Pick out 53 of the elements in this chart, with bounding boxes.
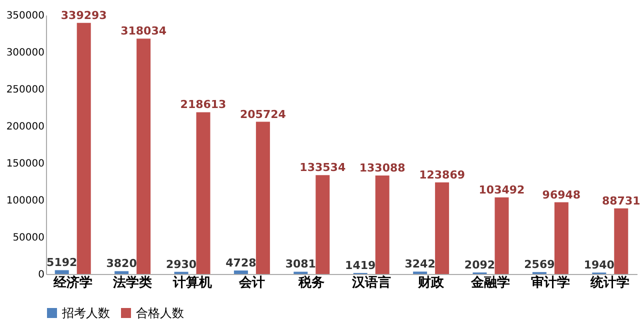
data-label: 2569 (524, 258, 555, 272)
data-label: 133088 (359, 162, 406, 175)
data-label: 96948 (542, 188, 581, 202)
bar (614, 208, 628, 274)
data-label: 5192 (46, 256, 78, 270)
bar (136, 38, 151, 274)
y-tick-label: 250000 (6, 84, 44, 96)
x-tick-label: 法学类 (112, 276, 152, 290)
data-label: 133534 (300, 161, 346, 174)
bar (234, 270, 248, 274)
x-tick-label: 会计 (238, 276, 265, 290)
data-label: 318034 (120, 24, 167, 38)
y-tick-label: 150000 (6, 158, 44, 170)
x-tick-label: 经济学 (52, 274, 92, 290)
data-label: 4728 (226, 256, 256, 270)
bar (554, 202, 568, 274)
bar (494, 197, 509, 274)
bar (375, 176, 390, 274)
y-tick-label: 200000 (6, 122, 44, 132)
data-label: 218613 (180, 98, 226, 112)
y-tick-label: 300000 (6, 48, 44, 58)
data-label: 2930 (166, 258, 197, 271)
legend-label: 合格人数 (136, 306, 184, 320)
bar (316, 175, 330, 274)
x-tick-label: 金融学 (470, 276, 510, 290)
data-label: 3820 (106, 257, 138, 270)
x-tick-label: 统计学 (590, 274, 630, 290)
y-tick-label: 0 (38, 270, 44, 280)
bar (435, 182, 450, 274)
x-tick-label: 税务 (298, 274, 325, 290)
data-label: 205724 (240, 108, 286, 121)
bar (196, 112, 210, 274)
bar (256, 122, 270, 274)
legend-label: 招考人数 (61, 306, 110, 320)
y-tick-label: 100000 (6, 196, 44, 206)
data-label: 88731 (602, 194, 640, 208)
bar (114, 271, 129, 274)
x-tick-label: 审计学 (530, 274, 570, 290)
x-tick-label: 财政 (417, 276, 446, 290)
y-tick-label: 50000 (12, 232, 44, 244)
data-label: 1419 (345, 258, 376, 272)
data-label: 123869 (419, 168, 466, 182)
y-tick-label: 350000 (6, 10, 44, 22)
x-tick-label: 汉语言 (350, 274, 391, 290)
bar (54, 270, 69, 274)
data-label: 103492 (478, 183, 525, 196)
data-label: 1940 (584, 258, 615, 272)
bar (76, 22, 91, 274)
data-label: 2092 (464, 258, 496, 272)
data-label: 3242 (404, 258, 436, 271)
data-label: 339293 (60, 8, 107, 22)
x-tick-label: 计算机 (172, 276, 212, 290)
data-label: 3081 (285, 258, 316, 271)
